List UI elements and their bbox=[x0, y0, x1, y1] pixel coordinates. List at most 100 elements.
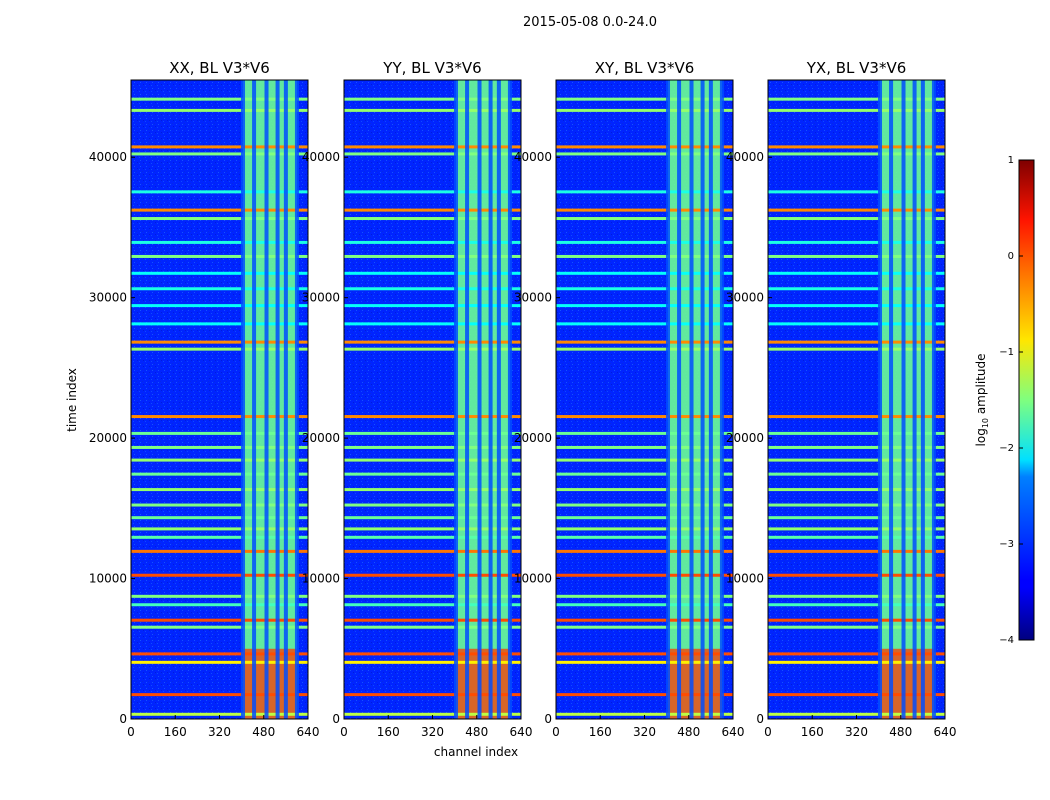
rfi-band bbox=[131, 97, 308, 101]
rfi-band bbox=[768, 322, 945, 326]
rfi-band bbox=[344, 535, 521, 539]
rfi-band bbox=[344, 287, 521, 291]
y-tick-label: 20000 bbox=[89, 431, 127, 445]
channel-stripe bbox=[719, 80, 724, 719]
channel-stripe bbox=[689, 80, 694, 719]
rfi-band bbox=[131, 347, 308, 351]
bright-low-time-region bbox=[880, 648, 934, 719]
x-tick-label: 0 bbox=[127, 725, 135, 739]
y-tick-label: 10000 bbox=[726, 572, 764, 586]
rfi-band bbox=[768, 693, 945, 697]
x-tick-label: 0 bbox=[340, 725, 348, 739]
rfi-band bbox=[768, 240, 945, 244]
y-tick-label: 30000 bbox=[302, 291, 340, 305]
rfi-band bbox=[556, 254, 733, 258]
rfi-band bbox=[131, 145, 308, 149]
channel-stripe bbox=[677, 80, 682, 719]
rfi-band bbox=[344, 594, 521, 598]
rfi-band bbox=[131, 535, 308, 539]
panel-yy: YY, BL V3*V6 0 160 320 480 640 0 10000 20000 3000… bbox=[302, 59, 533, 739]
rfi-band bbox=[556, 217, 733, 221]
rfi-band bbox=[556, 472, 733, 476]
y-tick-label: 20000 bbox=[514, 431, 552, 445]
rfi-band bbox=[556, 322, 733, 326]
rfi-band bbox=[344, 431, 521, 435]
rfi-band bbox=[131, 527, 308, 531]
rfi-band bbox=[768, 271, 945, 275]
rfi-band bbox=[556, 503, 733, 507]
rfi-band bbox=[768, 190, 945, 194]
rfi-band bbox=[131, 190, 308, 194]
panel-xx: XX, BL V3*V6 0 160 320 480 640 0 10000 20000 3000… bbox=[89, 59, 320, 739]
rfi-band bbox=[344, 503, 521, 507]
rfi-band bbox=[556, 594, 733, 598]
colorbar-tick-label: 1 bbox=[1008, 155, 1014, 166]
rfi-band bbox=[768, 472, 945, 476]
rfi-band bbox=[768, 488, 945, 492]
rfi-band bbox=[131, 488, 308, 492]
rfi-band bbox=[131, 271, 308, 275]
rfi-band bbox=[556, 625, 733, 629]
rfi-band bbox=[131, 431, 308, 435]
rfi-band bbox=[556, 431, 733, 435]
rfi-band bbox=[344, 652, 521, 656]
rfi-band bbox=[344, 618, 521, 622]
rfi-band bbox=[344, 97, 521, 101]
rfi-band bbox=[768, 535, 945, 539]
y-tick-label: 30000 bbox=[514, 291, 552, 305]
rfi-band bbox=[131, 603, 308, 607]
rfi-band bbox=[344, 516, 521, 520]
rfi-band bbox=[131, 287, 308, 291]
channel-stripe bbox=[283, 80, 288, 719]
colorbar-tick-label: −3 bbox=[999, 539, 1014, 550]
rfi-band bbox=[556, 347, 733, 351]
rfi-band bbox=[768, 217, 945, 221]
x-tick-label: 480 bbox=[252, 725, 275, 739]
rfi-band bbox=[131, 618, 308, 622]
y-axis-label: time index bbox=[65, 368, 79, 432]
channel-stripe bbox=[912, 80, 917, 719]
panel-title: YY, BL V3*V6 bbox=[382, 59, 481, 77]
rfi-band bbox=[556, 652, 733, 656]
rfi-band bbox=[344, 217, 521, 221]
bright-low-time-region bbox=[243, 648, 297, 719]
y-tick-label: 40000 bbox=[514, 150, 552, 164]
heatmap-image bbox=[131, 80, 308, 719]
rfi-band bbox=[556, 304, 733, 308]
x-tick-label: 160 bbox=[801, 725, 824, 739]
x-tick-label: 160 bbox=[164, 725, 187, 739]
rfi-band bbox=[768, 152, 945, 156]
rfi-band bbox=[768, 712, 945, 716]
rfi-band bbox=[768, 527, 945, 531]
channel-stripe bbox=[931, 80, 936, 719]
rfi-band bbox=[131, 516, 308, 520]
rfi-band bbox=[768, 458, 945, 462]
channel-stripe bbox=[708, 80, 713, 719]
rfi-band bbox=[556, 208, 733, 212]
x-tick-label: 0 bbox=[764, 725, 772, 739]
rfi-band bbox=[131, 240, 308, 244]
channel-stripe bbox=[889, 80, 894, 719]
rfi-band bbox=[768, 431, 945, 435]
rfi-band bbox=[344, 472, 521, 476]
figure-suptitle: 2015-05-08 0.0-24.0 bbox=[523, 15, 657, 30]
rfi-band bbox=[768, 340, 945, 344]
rfi-band bbox=[556, 445, 733, 449]
y-tick-label: 0 bbox=[119, 712, 127, 726]
rfi-band bbox=[556, 145, 733, 149]
rfi-band bbox=[131, 208, 308, 212]
x-tick-label: 640 bbox=[934, 725, 957, 739]
rfi-band bbox=[768, 304, 945, 308]
bright-low-time-region bbox=[668, 648, 722, 719]
channel-stripe bbox=[878, 80, 883, 719]
channel-stripe bbox=[275, 80, 280, 719]
rfi-band bbox=[556, 527, 733, 531]
rfi-band bbox=[556, 458, 733, 462]
rfi-band bbox=[556, 340, 733, 344]
colorbar-ticks: 1 0 −1 −2 −3 −4 bbox=[999, 155, 1023, 646]
rfi-band bbox=[131, 254, 308, 258]
x-tick-label: 320 bbox=[421, 725, 444, 739]
x-tick-label: 320 bbox=[208, 725, 231, 739]
colorbar-tick-label: −4 bbox=[999, 635, 1014, 646]
rfi-band bbox=[556, 415, 733, 419]
